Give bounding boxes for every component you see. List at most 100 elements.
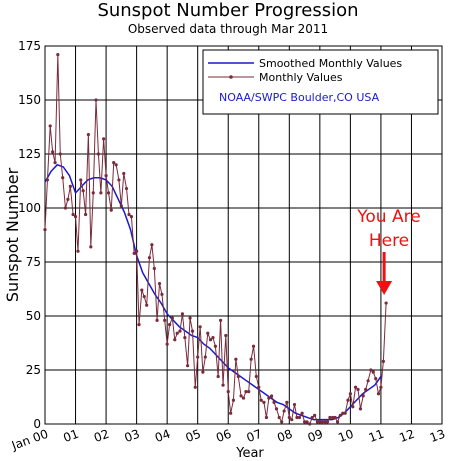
monthly-point xyxy=(244,390,248,394)
x-tick-label: 03 xyxy=(122,427,141,445)
monthly-point xyxy=(53,161,57,165)
monthly-point xyxy=(71,212,75,217)
monthly-point xyxy=(132,251,136,255)
monthly-point xyxy=(119,204,123,208)
monthly-point xyxy=(218,318,223,322)
monthly-point xyxy=(73,215,78,219)
y-axis-label: Sunspot Number xyxy=(3,167,22,302)
monthly-point xyxy=(259,398,263,402)
monthly-point xyxy=(341,411,345,415)
monthly-point xyxy=(104,174,108,178)
monthly-point xyxy=(155,318,159,322)
monthly-point xyxy=(239,394,243,398)
monthly-point xyxy=(371,370,375,374)
monthly-point xyxy=(193,385,197,389)
chart-title: Sunspot Number Progression xyxy=(97,0,358,21)
monthly-point xyxy=(178,329,182,333)
monthly-point xyxy=(163,318,167,322)
source-note: NOAA/SWPC Boulder,CO USA xyxy=(219,91,380,104)
monthly-point xyxy=(310,415,314,420)
y-tick-label: 125 xyxy=(18,147,41,161)
chart-subtitle: Observed data through Mar 2011 xyxy=(128,22,328,36)
x-tick-label: 12 xyxy=(397,427,416,445)
monthly-point xyxy=(257,385,261,389)
monthly-point xyxy=(51,150,55,154)
monthly-point xyxy=(117,178,121,182)
y-tick-label: 150 xyxy=(18,93,41,107)
monthly-point xyxy=(198,325,202,329)
monthly-point xyxy=(331,415,335,420)
monthly-point xyxy=(96,152,101,156)
x-tick-label: 11 xyxy=(367,427,386,445)
monthly-point xyxy=(224,333,228,338)
monthly-point xyxy=(226,390,230,394)
monthly-point xyxy=(170,316,174,320)
monthly-point xyxy=(343,411,347,415)
y-tick-label: 25 xyxy=(26,363,41,377)
monthly-point xyxy=(236,374,240,379)
monthly-point xyxy=(66,197,70,201)
monthly-point xyxy=(152,266,156,271)
monthly-point xyxy=(147,256,152,260)
y-tick-label: 175 xyxy=(18,39,41,53)
legend: Smoothed Monthly Values Monthly Values N… xyxy=(202,49,439,115)
monthly-point xyxy=(76,249,80,253)
monthly-point xyxy=(79,178,83,182)
annotation: You Are Here xyxy=(356,207,421,296)
monthly-point xyxy=(45,178,50,182)
monthly-point xyxy=(323,420,327,424)
y-axis-ticks: 0 25 50 75 100 125 150 175 xyxy=(18,39,41,431)
monthly-point xyxy=(114,163,118,167)
monthly-point xyxy=(234,357,238,361)
monthly-point xyxy=(106,191,111,195)
monthly-point xyxy=(122,171,126,176)
monthly-point xyxy=(175,331,179,335)
monthly-point xyxy=(381,359,385,363)
monthly-point xyxy=(135,249,139,253)
monthly-point xyxy=(282,409,286,413)
monthly-point xyxy=(313,413,317,417)
monthly-point xyxy=(86,132,90,137)
x-tick-label: 07 xyxy=(245,427,264,445)
monthly-point xyxy=(348,392,352,396)
monthly-point xyxy=(150,243,154,247)
monthly-point xyxy=(346,398,350,402)
monthly-point xyxy=(318,420,322,424)
monthly-point xyxy=(290,418,294,422)
monthly-point xyxy=(180,312,185,316)
monthly-point xyxy=(292,402,297,407)
monthly-point xyxy=(315,420,320,424)
monthly-point xyxy=(328,415,332,420)
monthly-point xyxy=(364,387,368,392)
monthly-point xyxy=(61,176,65,180)
monthly-point xyxy=(208,338,213,342)
x-tick-label: 01 xyxy=(61,427,80,445)
monthly-point xyxy=(335,420,340,424)
monthly-point xyxy=(183,336,187,340)
x-tick-label: 04 xyxy=(153,427,172,445)
annotation-arrow-head xyxy=(376,281,393,296)
monthly-point xyxy=(325,420,330,424)
monthly-point xyxy=(127,212,131,217)
legend-box xyxy=(202,49,439,115)
x-tick-label: 06 xyxy=(214,427,233,445)
monthly-point xyxy=(356,387,360,392)
annotation-line-1: You Are xyxy=(356,207,420,227)
monthly-point xyxy=(285,400,289,404)
monthly-point xyxy=(272,400,276,404)
x-tick-label: 09 xyxy=(306,427,325,445)
monthly-point xyxy=(142,294,146,299)
x-tick-label: 08 xyxy=(275,427,294,445)
monthly-point xyxy=(160,292,164,296)
monthly-point xyxy=(167,323,172,327)
y-tick-label: 100 xyxy=(18,201,41,215)
monthly-point xyxy=(305,420,309,424)
monthly-point xyxy=(94,98,98,102)
monthly-point xyxy=(206,331,210,335)
monthly-point xyxy=(320,420,324,424)
monthly-point xyxy=(353,385,358,389)
monthly-point xyxy=(374,377,378,381)
monthly-point xyxy=(308,422,312,426)
monthly-point xyxy=(99,191,103,195)
